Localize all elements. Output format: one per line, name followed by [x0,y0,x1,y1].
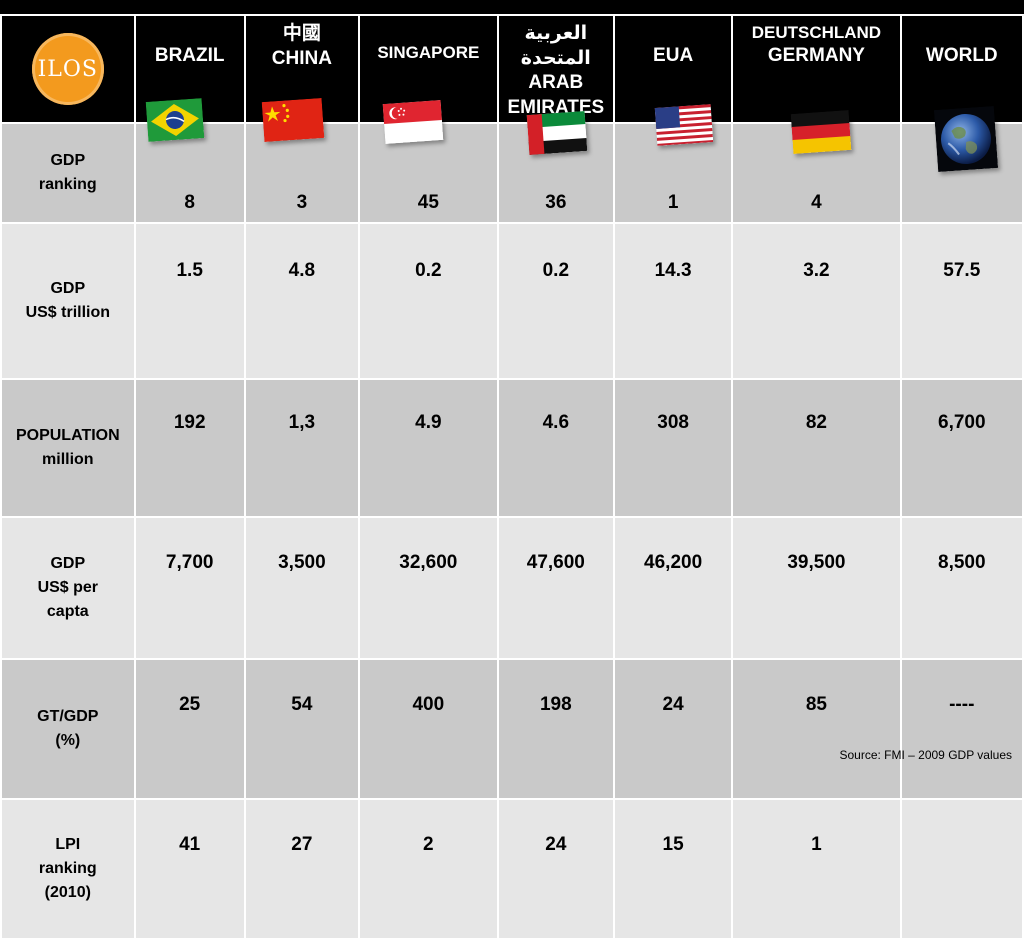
col-header-label-native: العربية المتحدة [520,23,591,69]
col-header-label: ARAB [528,72,584,94]
col-header-label: BRAZIL [154,45,225,66]
cell-value: 4.8 [243,222,360,380]
col-header-label: CHINA [271,47,332,69]
header-row: ILOS BRAZIL 中國 CHINA SINGAPORE العربية ا… [0,14,1024,124]
source-note: Source: FMI – 2009 GDP values [839,748,1012,762]
row-label-line: ranking [38,860,97,877]
cell-value: 4.9 [357,378,499,518]
row-label-line: GT/GDP [37,708,99,725]
cell-value: 6,700 [899,378,1024,518]
cell-value: 1 [731,798,902,940]
cell-value: 7,700 [133,516,246,660]
cell-value: 47,600 [496,516,615,660]
cell-value: 14.3 [612,222,734,380]
col-header-singapore: SINGAPORE [357,14,499,124]
cell-value: 0.2 [357,222,499,380]
cell-value [899,122,1024,224]
logo-cell: ILOS [0,14,136,124]
col-header-label: WORLD [925,45,998,66]
row-gdp-trillion: GDP US$ trillion 1.5 4.8 0.2 0.2 14.3 3.… [0,222,1024,380]
cell-value: 39,500 [731,516,902,660]
row-label-line: LPI [55,836,81,853]
cell-value: ---- [899,658,1024,800]
col-header-world: WORLD [899,14,1024,124]
row-label-line: capta [46,603,89,620]
top-bar [0,0,1024,14]
row-gdp-ranking: GDP ranking 8 3 45 36 1 4 [0,122,1024,224]
row-label: GDP ranking [0,122,136,224]
cell-value [899,798,1024,940]
row-label-line: (%) [55,732,81,749]
row-gdp-per-capita: GDP US$ per capta 7,700 3,500 32,600 47,… [0,516,1024,660]
row-label-line: US$ trillion [25,304,111,321]
col-header-china: 中國 CHINA [243,14,360,124]
col-header-label: EUA [653,45,694,66]
cell-value: 192 [133,378,246,518]
ilos-logo: ILOS [31,33,104,105]
cell-value: 82 [731,378,902,518]
col-header-label-native: 中國 [282,23,321,44]
row-label-line: US$ per [37,579,99,596]
col-header-germany: DEUTSCHLAND GERMANY [731,14,902,124]
row-label-line: ranking [38,176,97,193]
row-lpi-ranking: LPI ranking (2010) 41 27 2 24 15 1 [0,798,1024,940]
cell-value: 0.2 [496,222,615,380]
row-label: GDP US$ trillion [0,222,136,380]
cell-value: 25 [133,658,246,800]
cell-value: 4 [731,122,902,224]
cell-value: 85 [731,658,902,800]
row-label-line: GDP [50,555,86,572]
cell-value: 41 [133,798,246,940]
col-header-label: SINGAPORE [377,43,480,62]
cell-value: 400 [357,658,499,800]
cell-value: 24 [496,798,615,940]
col-header-label-native: DEUTSCHLAND [751,23,882,42]
row-label: GT/GDP (%) [0,658,136,800]
cell-value: 1 [612,122,734,224]
row-label: POPULATION million [0,378,136,518]
row-label-line: GDP [50,152,86,169]
row-label-line: million [42,451,94,468]
cell-value: 2 [357,798,499,940]
row-label: LPI ranking (2010) [0,798,136,940]
cell-value: 54 [243,658,360,800]
row-label-line: POPULATION [15,427,120,444]
cell-value: 1.5 [133,222,246,380]
cell-value: 8,500 [899,516,1024,660]
cell-value: 1,3 [243,378,360,518]
cell-value: 3,500 [243,516,360,660]
cell-value: 3.2 [731,222,902,380]
cell-value: 4.6 [496,378,615,518]
row-label-line: GDP [50,280,86,297]
cell-value: 45 [357,122,499,224]
cell-value: 46,200 [612,516,734,660]
col-header-eua: EUA [612,14,734,124]
col-header-uae: العربية المتحدة ARAB EMIRATES [496,14,615,124]
cell-value: 308 [612,378,734,518]
cell-value: 3 [243,122,360,224]
row-label-line: (2010) [44,884,91,901]
cell-value: 15 [612,798,734,940]
cell-value: 57.5 [899,222,1024,380]
row-population: POPULATION million 192 1,3 4.9 4.6 308 8… [0,378,1024,518]
cell-value: 36 [496,122,615,224]
row-label: GDP US$ per capta [0,516,136,660]
cell-value: 8 [133,122,246,224]
cell-value: 24 [612,658,734,800]
col-header-brazil: BRAZIL [133,14,246,124]
comparison-table: ILOS BRAZIL 中國 CHINA SINGAPORE العربية ا… [0,14,1024,940]
cell-value: 32,600 [357,516,499,660]
col-header-label: EMIRATES [507,97,605,119]
cell-value: 198 [496,658,615,800]
cell-value: 27 [243,798,360,940]
col-header-label: GERMANY [767,45,865,67]
row-gt-gdp: GT/GDP (%) 25 54 400 198 24 85 ---- [0,658,1024,800]
